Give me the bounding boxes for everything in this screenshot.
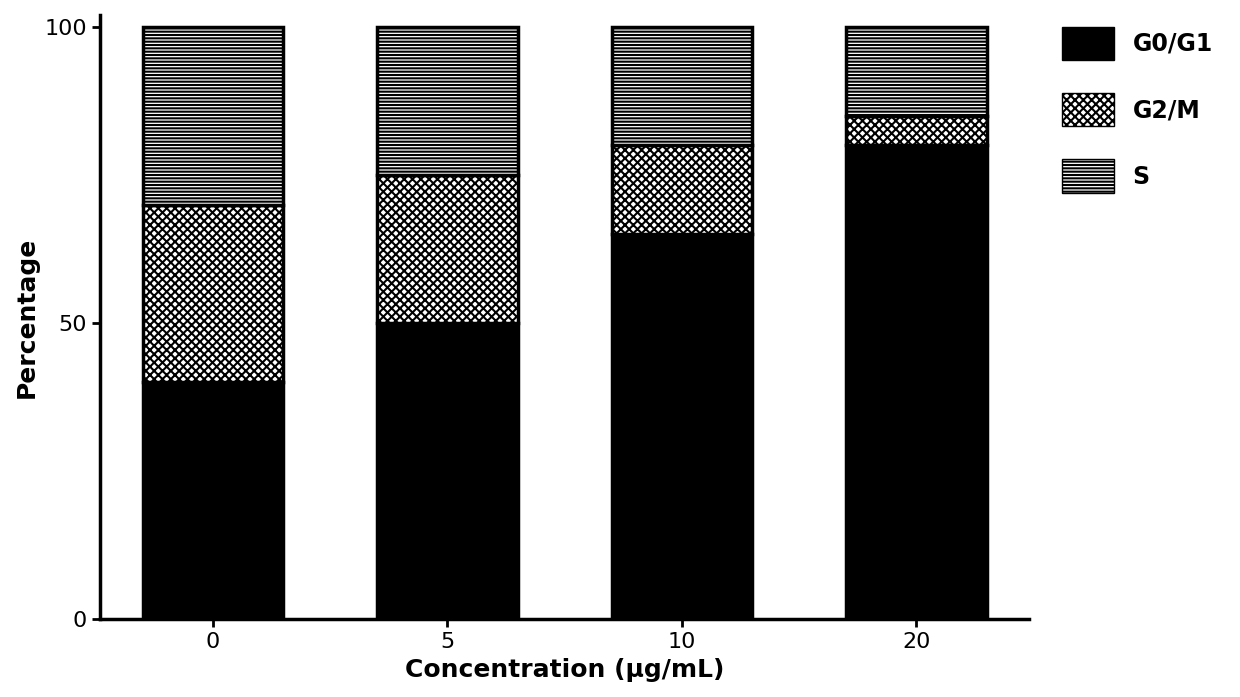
Bar [377,175,518,323]
Bar [143,382,283,619]
Bar [377,27,518,175]
Bar [611,27,753,146]
Bar [143,204,283,382]
Bar [611,234,753,619]
Bar [611,146,753,234]
Legend: G0/G1, G2/M, S: G0/G1, G2/M, S [1050,15,1225,205]
Y-axis label: Percentage: Percentage [15,236,38,398]
X-axis label: Concentration (μg/mL): Concentration (μg/mL) [405,658,724,682]
Bar [846,116,987,146]
Bar [846,146,987,619]
Bar [143,27,283,204]
Bar [846,27,987,116]
Bar [377,323,518,619]
